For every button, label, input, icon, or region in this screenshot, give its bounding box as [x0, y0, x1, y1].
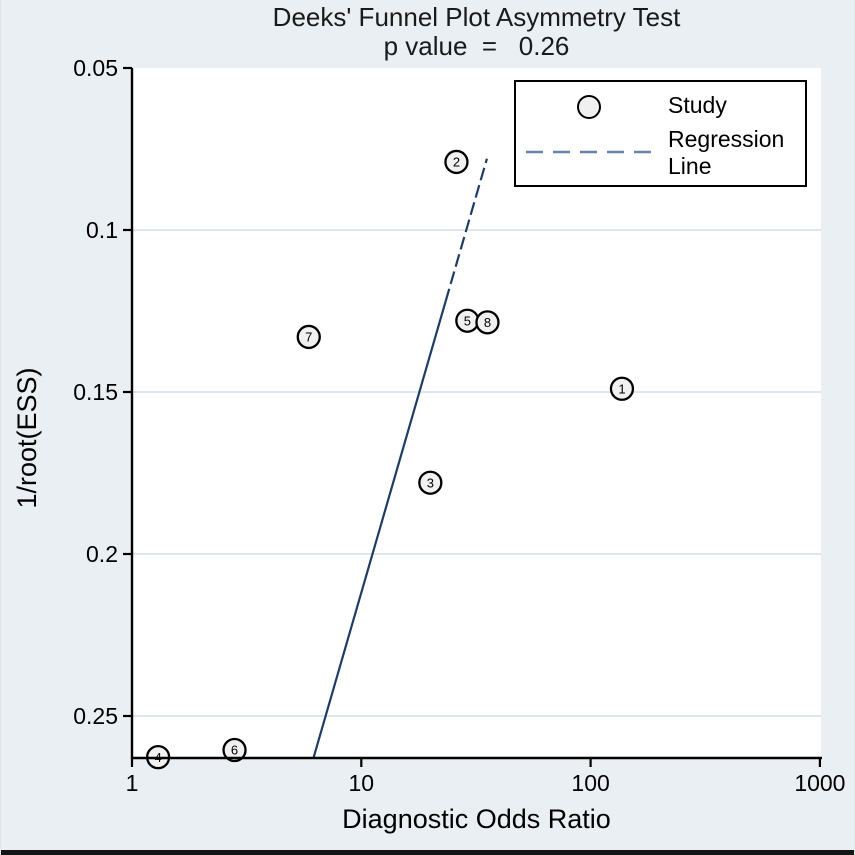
x-tick-label: 1 [126, 770, 139, 796]
study-point-2 [444, 149, 469, 175]
legend-label-regression-line: Regression Line [668, 126, 785, 179]
y-tick-label: 0.25 [73, 703, 118, 729]
study-point-label-8: 8 [484, 315, 491, 330]
study-point-label-3: 3 [427, 475, 434, 490]
study-point-7 [296, 324, 321, 350]
chart-subtitle-pvalue: p value = 0.26 [383, 31, 570, 61]
study-point-label-6: 6 [231, 743, 238, 758]
regression-line-solid [312, 300, 447, 758]
study-point-1 [609, 376, 635, 401]
study-point-label-5: 5 [464, 313, 471, 328]
x-tick-label: 100 [571, 770, 609, 796]
regression-line-dashed [444, 158, 488, 302]
x-tick-label: 1000 [794, 770, 845, 796]
chart-title: Deeks' Funnel Plot Asymmetry Test [272, 2, 681, 32]
legend-box: Study Regression Line [514, 80, 807, 187]
study-point-label-1: 1 [618, 381, 625, 396]
x-tick-label: 10 [349, 770, 375, 796]
y-tick-label: 0.1 [86, 217, 118, 243]
study-point-6 [222, 737, 247, 763]
study-point-3 [418, 470, 443, 495]
bottom-border-bar [1, 850, 854, 855]
legend-label-study: Study [668, 92, 727, 118]
y-tick-label: 0.05 [73, 55, 118, 81]
regression-line-dash-icon [526, 150, 654, 154]
study-point-8 [475, 310, 500, 335]
y-tick-label: 0.2 [86, 541, 118, 567]
x-axis-label: Diagnostic Odds Ratio [342, 804, 611, 834]
study-point-label-7: 7 [305, 330, 312, 345]
y-tick-label: 0.15 [73, 379, 118, 405]
study-marker-icon [577, 95, 601, 119]
study-point-label-2: 2 [453, 155, 460, 170]
